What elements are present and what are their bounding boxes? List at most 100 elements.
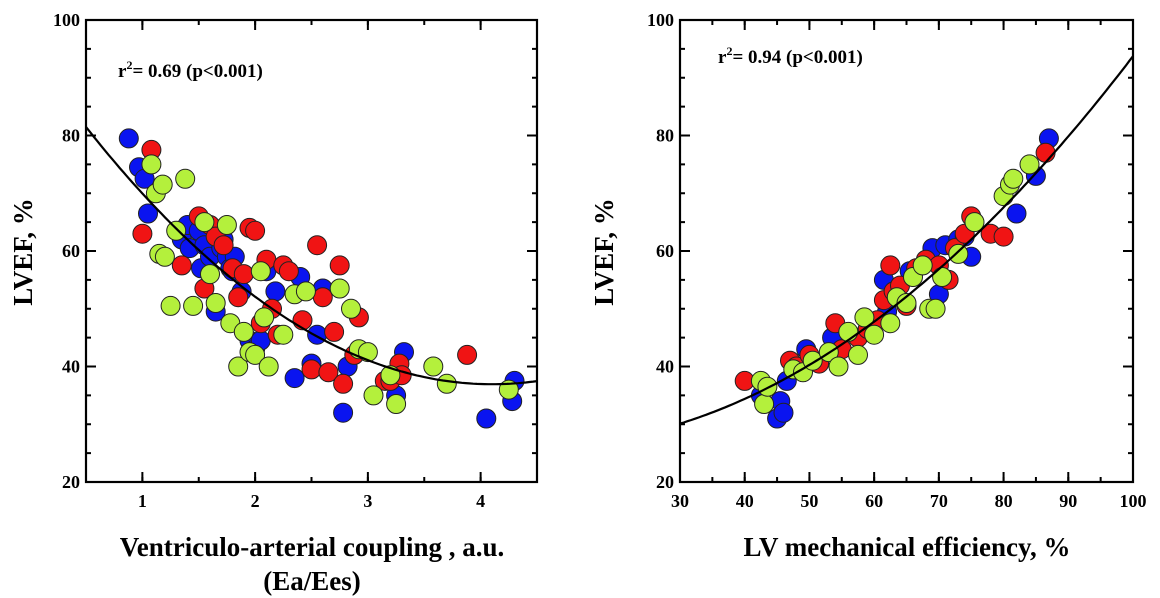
left-green-point bbox=[295, 281, 316, 302]
left-y-tick-label: 40 bbox=[62, 357, 80, 377]
left-x-tick-label: 3 bbox=[363, 491, 372, 511]
left-x-tick-label: 4 bbox=[476, 491, 485, 511]
right-x-tick-label: 100 bbox=[1120, 491, 1147, 511]
left-x-tick-label: 1 bbox=[138, 491, 147, 511]
left-ticks: 1 2 3 4 20 40 60 80 100 bbox=[53, 10, 538, 511]
left-green-point bbox=[200, 264, 220, 285]
left-green-point bbox=[250, 261, 271, 282]
left-red-point bbox=[329, 255, 350, 276]
right-x-tick-label: 40 bbox=[736, 491, 754, 511]
right-fit-curve bbox=[679, 55, 1134, 425]
left-red-point bbox=[228, 287, 249, 308]
right-ticks: 30 40 50 60 70 80 90 100 20 40 60 80 100 bbox=[647, 10, 1147, 511]
right-green-point bbox=[1019, 154, 1040, 175]
left-x-axis-label: Ventriculo-arterial coupling , a.u. bbox=[120, 532, 505, 562]
left-y-axis-label: LVEF, % bbox=[8, 198, 38, 306]
left-red-point bbox=[333, 373, 354, 394]
left-x-axis-label-line2: (Ea/Ees) bbox=[263, 566, 361, 596]
left-green-point bbox=[152, 174, 173, 195]
left-green-point bbox=[357, 342, 378, 363]
left-blue-point bbox=[138, 203, 158, 224]
left-red-point bbox=[324, 321, 345, 342]
left-green-point bbox=[216, 215, 237, 235]
right-y-tick-label: 60 bbox=[656, 241, 674, 261]
left-green-point bbox=[273, 324, 294, 345]
left-red-point bbox=[318, 362, 339, 383]
left-green-point bbox=[194, 212, 215, 233]
right-red-point bbox=[993, 226, 1014, 247]
left-y-tick-label: 20 bbox=[62, 472, 80, 492]
right-blue-point bbox=[1006, 203, 1027, 224]
right-green-point bbox=[854, 307, 875, 328]
right-x-axis-label: LV mechanical efficiency, % bbox=[744, 532, 1071, 562]
right-green-point bbox=[754, 394, 775, 414]
left-green-point bbox=[154, 246, 175, 267]
left-blue-point bbox=[118, 128, 139, 149]
right-y-tick-label: 20 bbox=[656, 472, 674, 492]
left-red-point bbox=[233, 264, 254, 285]
left-y-tick-label: 80 bbox=[62, 126, 80, 146]
right-blue-point bbox=[773, 402, 794, 423]
right-green-point bbox=[828, 356, 849, 377]
right-x-tick-label: 80 bbox=[995, 491, 1013, 511]
left-green-point bbox=[233, 321, 254, 342]
right-points bbox=[734, 128, 1059, 429]
right-green-point bbox=[932, 267, 953, 287]
left-green-point bbox=[341, 298, 361, 319]
left-green-point bbox=[175, 168, 196, 189]
right-x-tick-label: 60 bbox=[865, 491, 883, 511]
right-green-point bbox=[948, 243, 969, 264]
left-green-point bbox=[329, 278, 350, 299]
left-red-point bbox=[213, 235, 234, 256]
left-green-point bbox=[386, 394, 407, 414]
left-green-point bbox=[258, 356, 279, 377]
right-green-point bbox=[925, 298, 946, 319]
right-red-point bbox=[880, 255, 901, 276]
left-green-point bbox=[254, 307, 275, 328]
chart-left: 1 2 3 4 20 40 60 80 100 r2= 0.69 (p<0.001) Ventr… bbox=[8, 10, 539, 596]
right-green-point bbox=[880, 313, 901, 334]
left-green-point bbox=[166, 220, 187, 241]
right-green-point bbox=[838, 321, 859, 342]
right-y-axis-label: LVEF, % bbox=[589, 198, 619, 306]
right-y-tick-label: 40 bbox=[656, 357, 674, 377]
left-green-point bbox=[436, 373, 457, 394]
left-green-point bbox=[228, 356, 249, 377]
right-green-point bbox=[912, 255, 933, 276]
left-red-point bbox=[132, 223, 153, 244]
left-blue-point bbox=[307, 324, 328, 345]
left-blue-point bbox=[265, 281, 286, 302]
right-plot-frame bbox=[678, 18, 1135, 484]
left-green-point bbox=[423, 356, 444, 377]
right-green-point bbox=[757, 376, 778, 397]
right-green-point bbox=[848, 344, 868, 365]
left-blue-point bbox=[333, 402, 354, 423]
left-green-point bbox=[245, 344, 266, 365]
left-red-point bbox=[278, 261, 299, 282]
left-x-tick-label: 2 bbox=[251, 491, 260, 511]
left-y-tick-label: 100 bbox=[53, 10, 80, 30]
right-x-tick-label: 30 bbox=[671, 491, 689, 511]
left-blue-point bbox=[284, 368, 305, 389]
left-red-point bbox=[307, 235, 328, 256]
right-x-tick-label: 90 bbox=[1059, 491, 1077, 511]
left-red-point bbox=[171, 255, 192, 276]
left-fit-curve bbox=[85, 126, 538, 386]
right-y-tick-label: 80 bbox=[656, 126, 674, 146]
right-r2-annotation: r2= 0.94 (p<0.001) bbox=[718, 44, 863, 68]
right-red-point bbox=[1035, 142, 1056, 163]
left-blue-point bbox=[476, 408, 497, 429]
left-red-point bbox=[301, 359, 322, 380]
right-green-point bbox=[1003, 168, 1024, 189]
left-red-point bbox=[245, 220, 266, 241]
left-green-point bbox=[160, 295, 181, 316]
left-green-point bbox=[205, 293, 226, 313]
right-green-point bbox=[864, 324, 885, 345]
right-green-point bbox=[964, 212, 985, 233]
left-points bbox=[118, 128, 525, 429]
left-green-point bbox=[183, 295, 204, 316]
left-green-point bbox=[141, 154, 162, 175]
right-x-tick-label: 50 bbox=[800, 491, 818, 511]
left-r2-annotation: r2= 0.69 (p<0.001) bbox=[118, 58, 263, 82]
